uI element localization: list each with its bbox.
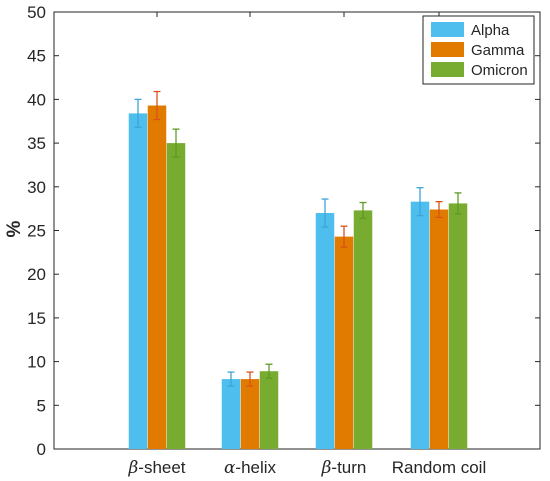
x-tick-label: Random coil bbox=[392, 458, 487, 477]
x-tick-label: β-sheet bbox=[127, 458, 185, 478]
legend-swatch-alpha bbox=[431, 22, 464, 37]
bar-alpha-0 bbox=[128, 113, 148, 449]
x-tick-label-greek: β bbox=[127, 458, 138, 478]
axes bbox=[53, 11, 541, 450]
y-tick-label: 45 bbox=[27, 47, 46, 66]
legend-label-gamma: Gamma bbox=[471, 42, 525, 59]
legend-label-omicron: Omicron bbox=[471, 62, 528, 79]
bar-alpha-1 bbox=[221, 379, 241, 449]
x-tick-label-greek: α bbox=[224, 458, 236, 478]
bar-omicron-0 bbox=[166, 143, 186, 449]
bar-gamma-1 bbox=[240, 379, 260, 449]
x-tick-label-greek: β bbox=[321, 458, 332, 478]
bar-gamma-0 bbox=[147, 105, 167, 449]
bar-alpha-2 bbox=[315, 213, 335, 449]
x-tick-label-text: -sheet bbox=[138, 458, 186, 477]
x-tick-label: α-helix bbox=[224, 458, 277, 478]
legend-label-alpha: Alpha bbox=[471, 22, 510, 39]
y-axis-label: % bbox=[4, 220, 25, 237]
legend-swatch-gamma bbox=[431, 42, 464, 57]
bar-omicron-3 bbox=[448, 203, 468, 449]
y-tick-label: 40 bbox=[27, 90, 46, 109]
y-tick-label: 50 bbox=[27, 3, 46, 22]
bar-omicron-1 bbox=[259, 371, 279, 449]
bar-alpha-3 bbox=[410, 201, 430, 449]
y-tick-label: 30 bbox=[27, 178, 46, 197]
x-tick-label: β-turn bbox=[321, 458, 367, 478]
bar-gamma-2 bbox=[334, 236, 354, 449]
x-tick-label-text: Random coil bbox=[392, 458, 487, 477]
legend: Alpha Gamma Omicron bbox=[422, 15, 535, 85]
bars bbox=[128, 105, 468, 449]
y-tick-label: 5 bbox=[37, 396, 46, 415]
bar-gamma-3 bbox=[429, 209, 449, 449]
y-tick-label: 0 bbox=[37, 440, 46, 459]
legend-swatch-omicron bbox=[431, 62, 464, 77]
bar-omicron-2 bbox=[353, 210, 373, 449]
y-tick-label: 25 bbox=[27, 222, 46, 241]
error-bars bbox=[134, 90, 462, 387]
x-tick-label-text: -helix bbox=[235, 458, 276, 477]
y-tick-label: 10 bbox=[27, 353, 46, 372]
x-tick-label-text: -turn bbox=[331, 458, 366, 477]
y-tick-label: 15 bbox=[27, 309, 46, 328]
y-tick-label: 35 bbox=[27, 134, 46, 153]
y-tick-label: 20 bbox=[27, 265, 46, 284]
